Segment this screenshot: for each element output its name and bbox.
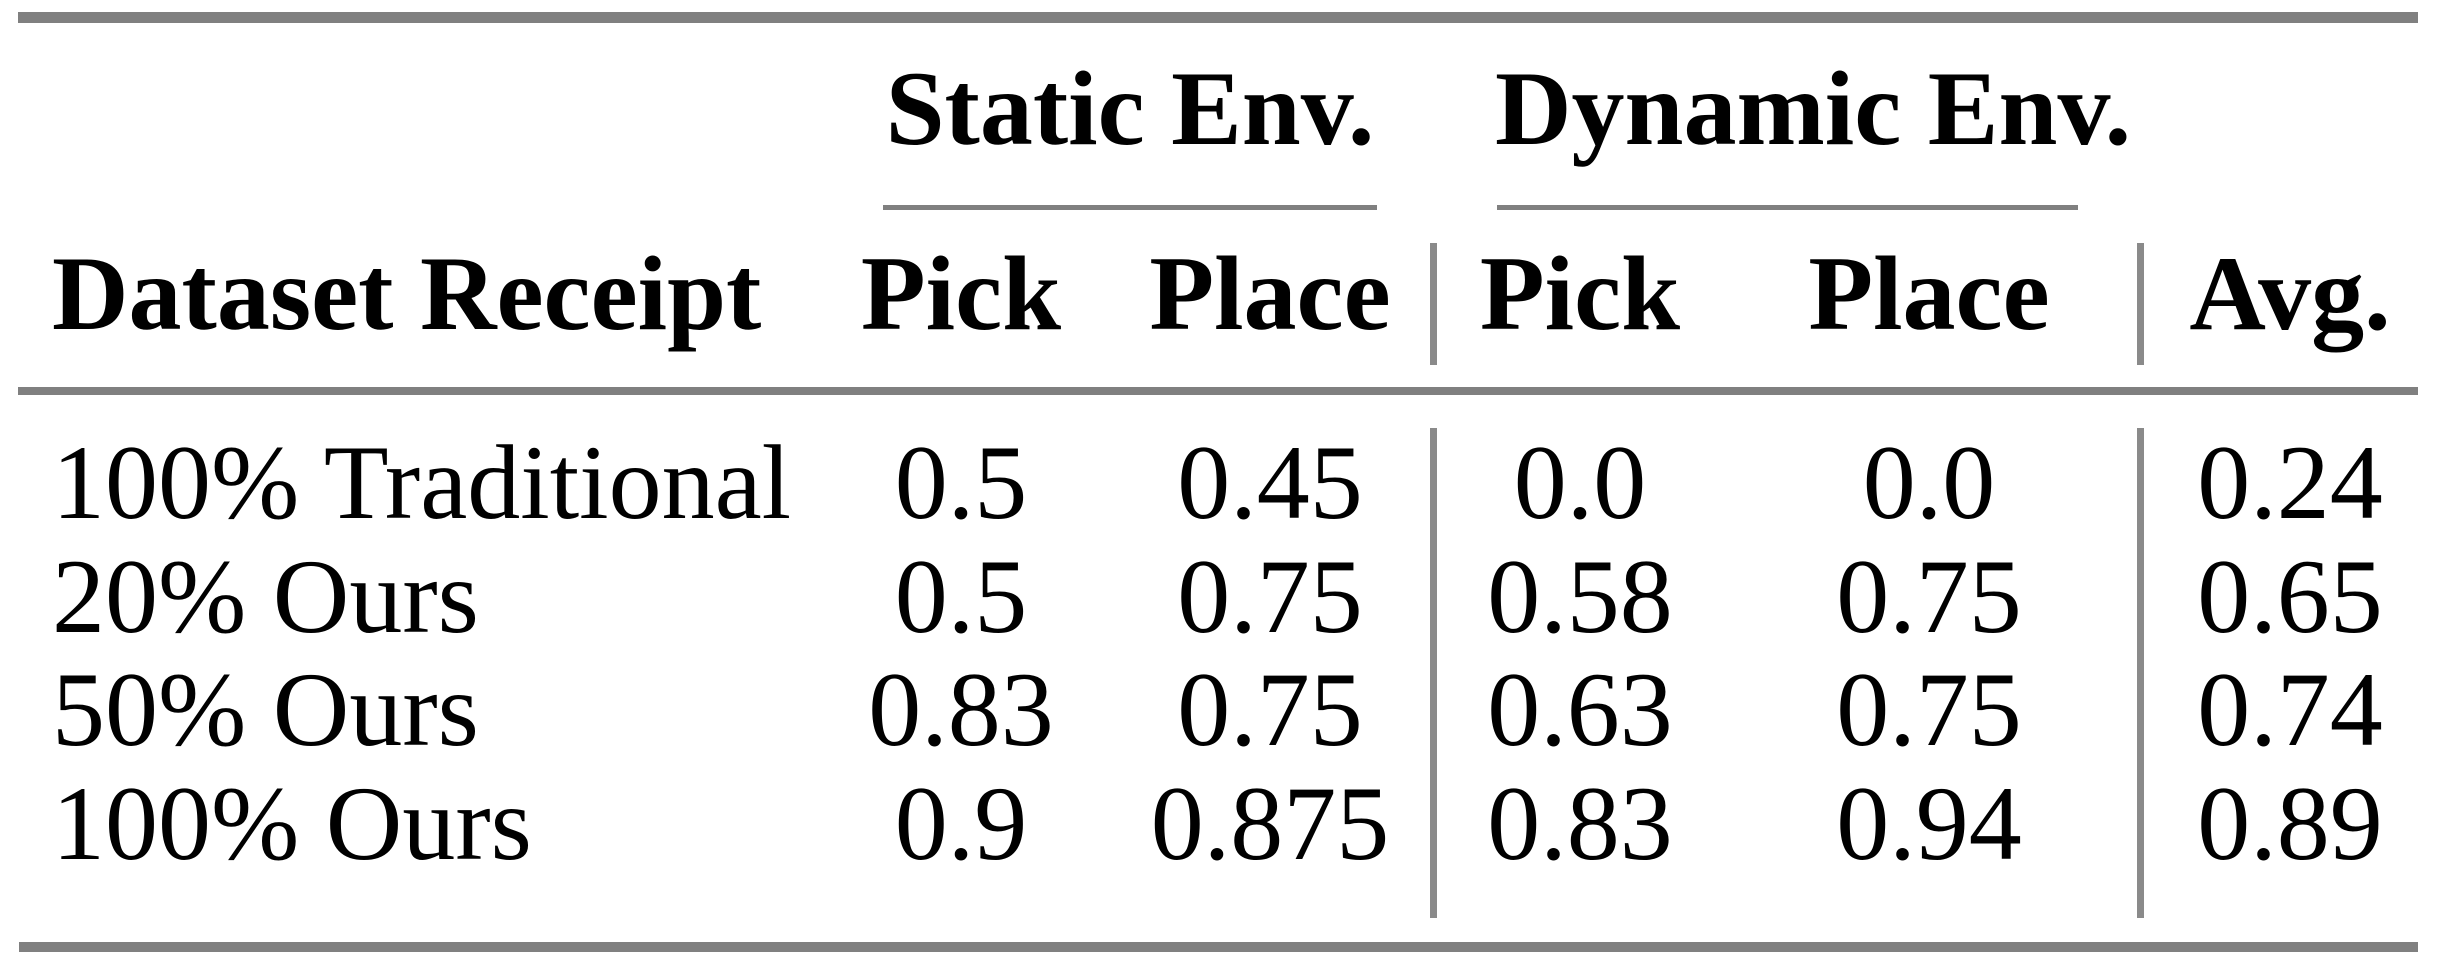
dynamic-env-underline	[1497, 205, 2078, 210]
column-header-static-place: Place	[1149, 235, 1391, 352]
cell-avg: 0.24	[2197, 424, 2383, 541]
column-separator-static-dynamic-body	[1430, 428, 1437, 918]
bottom-rule	[19, 942, 2418, 952]
cell-dynamic-pick: 0.0	[1513, 424, 1647, 541]
cell-dynamic-place: 0.75	[1836, 538, 2022, 655]
column-separator-avg-body	[2137, 428, 2144, 918]
column-separator-static-dynamic-header	[1430, 243, 1437, 365]
cell-dynamic-pick: 0.58	[1487, 538, 1673, 655]
cell-dynamic-place: 0.75	[1836, 651, 2022, 768]
column-separator-avg-header	[2137, 243, 2144, 365]
top-rule	[18, 12, 2418, 23]
row-label: 50% Ours	[52, 651, 479, 768]
cell-dynamic-pick: 0.83	[1487, 765, 1673, 882]
cell-static-pick: 0.9	[894, 765, 1028, 882]
cell-static-place: 0.75	[1177, 538, 1363, 655]
cell-static-place: 0.45	[1177, 424, 1363, 541]
group-header-static-env: Static Env.	[885, 50, 1375, 167]
cell-dynamic-place: 0.94	[1836, 765, 2022, 882]
column-header-avg: Avg.	[2189, 235, 2391, 352]
header-divider-rule	[18, 387, 2418, 395]
column-header-dynamic-pick: Pick	[1479, 235, 1681, 352]
group-header-dynamic-env: Dynamic Env.	[1495, 50, 2132, 167]
row-label: 20% Ours	[52, 538, 479, 655]
static-env-underline	[883, 205, 1377, 210]
cell-dynamic-pick: 0.63	[1487, 651, 1673, 768]
cell-static-place: 0.875	[1150, 765, 1390, 882]
cell-avg: 0.65	[2197, 538, 2383, 655]
cell-avg: 0.89	[2197, 765, 2383, 882]
cell-static-pick: 0.5	[894, 424, 1028, 541]
cell-static-place: 0.75	[1177, 651, 1363, 768]
column-header-dynamic-place: Place	[1808, 235, 2050, 352]
column-header-static-pick: Pick	[860, 235, 1062, 352]
cell-static-pick: 0.83	[868, 651, 1054, 768]
cell-avg: 0.74	[2197, 651, 2383, 768]
row-label: 100% Traditional	[52, 424, 792, 541]
row-label: 100% Ours	[52, 765, 532, 882]
cell-dynamic-place: 0.0	[1862, 424, 1996, 541]
column-header-dataset-receipt: Dataset Receipt	[52, 235, 762, 352]
cell-static-pick: 0.5	[894, 538, 1028, 655]
